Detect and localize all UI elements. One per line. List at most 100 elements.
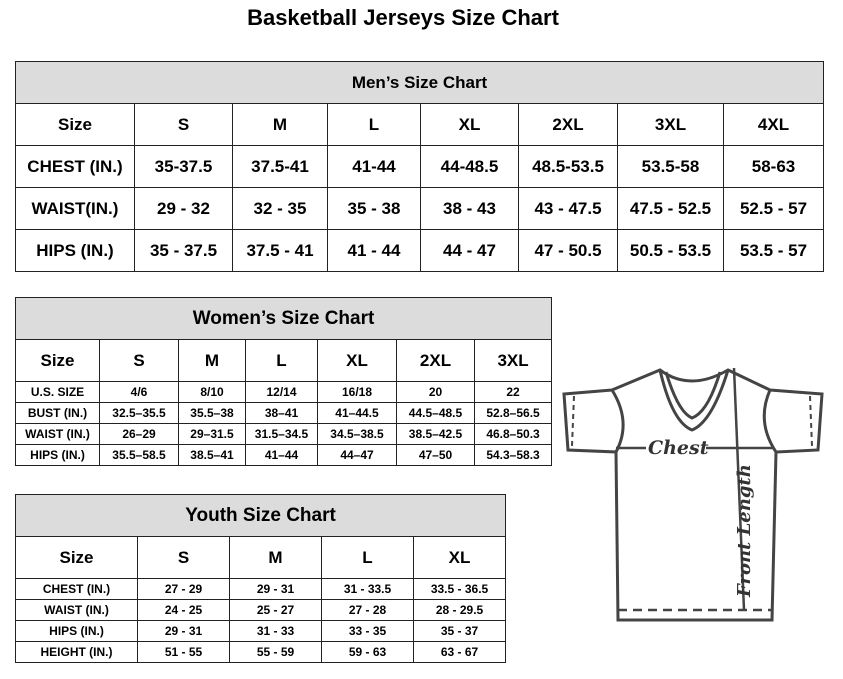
- size-header-cell: XL: [317, 339, 397, 382]
- table-cell: 52.8–56.5: [473, 402, 553, 424]
- table-cell: 33 - 35: [321, 620, 414, 642]
- table-cell: 44.5–48.5: [396, 402, 475, 424]
- table-cell: 31.5–34.5: [245, 423, 318, 445]
- table-cell: 58-63: [722, 145, 825, 188]
- table-cell: 41–44: [245, 444, 318, 466]
- row-label: BUST (IN.): [15, 402, 100, 424]
- row-label: CHEST (IN.): [15, 145, 135, 188]
- table-row: HIPS (IN.) 35 - 37.5 37.5 - 41 41 - 44 44 - …: [15, 229, 825, 272]
- table-cell: 43 - 47.5: [518, 187, 618, 230]
- jersey-diagram: Chest Front Length: [562, 367, 824, 622]
- youth-size-table: Youth Size Chart Size S M L XL CHEST (IN.) 27 …: [14, 494, 507, 663]
- size-header-cell: M: [178, 339, 246, 382]
- size-header-cell: L: [327, 103, 421, 146]
- table-cell: 32 - 35: [232, 187, 328, 230]
- shirt-outline-icon: [562, 367, 824, 622]
- table-cell: 8/10: [178, 381, 246, 403]
- size-header-cell: S: [137, 536, 230, 579]
- size-header-cell: L: [321, 536, 414, 579]
- chest-label: Chest: [648, 437, 709, 459]
- table-cell: 41-44: [327, 145, 421, 188]
- table-cell: 32.5–35.5: [99, 402, 179, 424]
- youth-table-title: Youth Size Chart: [14, 494, 507, 537]
- table-row: HEIGHT (IN.) 51 - 55 55 - 59 59 - 63 63 - 67: [15, 641, 507, 663]
- table-cell: 38 - 43: [420, 187, 519, 230]
- table-cell: 26–29: [99, 423, 179, 445]
- size-header-cell: 3XL: [617, 103, 724, 146]
- row-label: WAIST (IN.): [15, 423, 100, 445]
- size-header-cell: Size: [15, 536, 138, 579]
- table-cell: 47.5 - 52.5: [617, 187, 724, 230]
- mens-table-title: Men’s Size Chart: [14, 61, 825, 104]
- table-cell: 44-48.5: [420, 145, 519, 188]
- table-cell: 29–31.5: [178, 423, 246, 445]
- table-cell: 53.5-58: [617, 145, 724, 188]
- table-row: HIPS (IN.) 35.5–58.5 38.5–41 41–44 44–47 47–5…: [15, 444, 553, 466]
- size-header-cell: 2XL: [396, 339, 475, 382]
- table-cell: 35 - 37: [412, 620, 507, 642]
- size-header-row: Size S M L XL: [15, 536, 507, 579]
- row-label: HIPS (IN.): [15, 620, 138, 642]
- size-header-cell: M: [229, 536, 322, 579]
- row-label: WAIST (IN.): [15, 599, 138, 621]
- size-header-cell: L: [245, 339, 318, 382]
- table-cell: 22: [473, 381, 553, 403]
- table-cell: 35 - 38: [327, 187, 421, 230]
- table-cell: 24 - 25: [137, 599, 230, 621]
- size-header-cell: M: [232, 103, 328, 146]
- table-cell: 16/18: [317, 381, 397, 403]
- table-row: CHEST (IN.) 35-37.5 37.5-41 41-44 44-48.5 48.…: [15, 145, 825, 188]
- table-cell: 29 - 32: [134, 187, 233, 230]
- table-row: WAIST (IN.) 24 - 25 25 - 27 27 - 28 28 - 29.…: [15, 599, 507, 621]
- table-cell: 27 - 29: [137, 578, 230, 600]
- front-length-label: Front Length: [734, 464, 755, 598]
- table-cell: 44 - 47: [420, 229, 519, 272]
- table-row: U.S. SIZE 4/6 8/10 12/14 16/18 20 22: [15, 381, 553, 403]
- size-header-cell: Size: [15, 339, 100, 382]
- table-row: CHEST (IN.) 27 - 29 29 - 31 31 - 33.5 33.5 -…: [15, 578, 507, 600]
- row-label: HIPS (IN.): [15, 444, 100, 466]
- table-cell: 63 - 67: [412, 641, 507, 663]
- table-cell: 37.5 - 41: [232, 229, 328, 272]
- table-row: WAIST (IN.) 26–29 29–31.5 31.5–34.5 34.5–38.…: [15, 423, 553, 445]
- table-cell: 35-37.5: [134, 145, 233, 188]
- size-header-cell: XL: [420, 103, 519, 146]
- table-cell: 37.5-41: [232, 145, 328, 188]
- row-label: U.S. SIZE: [15, 381, 100, 403]
- table-cell: 31 - 33: [229, 620, 322, 642]
- table-row: HIPS (IN.) 29 - 31 31 - 33 33 - 35 35 - 37: [15, 620, 507, 642]
- page-title: Basketball Jerseys Size Chart: [247, 5, 559, 30]
- table-cell: 54.3–58.3: [473, 444, 553, 466]
- row-label: HEIGHT (IN.): [15, 641, 138, 663]
- size-header-cell: Size: [15, 103, 135, 146]
- table-cell: 35 - 37.5: [134, 229, 233, 272]
- table-row: WAIST(IN.) 29 - 32 32 - 35 35 - 38 38 - 43 43…: [15, 187, 825, 230]
- table-cell: 52.5 - 57: [722, 187, 825, 230]
- table-cell: 47–50: [396, 444, 475, 466]
- table-cell: 50.5 - 53.5: [617, 229, 724, 272]
- size-header-row: Size S M L XL 2XL 3XL 4XL: [15, 103, 825, 146]
- table-cell: 48.5-53.5: [518, 145, 618, 188]
- table-cell: 46.8–50.3: [473, 423, 553, 445]
- size-header-cell: XL: [412, 536, 507, 579]
- row-label: HIPS (IN.): [15, 229, 135, 272]
- table-cell: 27 - 28: [321, 599, 414, 621]
- table-cell: 38.5–41: [178, 444, 246, 466]
- mens-size-table: Men’s Size Chart Size S M L XL 2XL 3XL 4XL CHEST…: [14, 61, 825, 272]
- table-cell: 35.5–38: [178, 402, 246, 424]
- row-label: CHEST (IN.): [15, 578, 138, 600]
- table-cell: 31 - 33.5: [321, 578, 414, 600]
- womens-table-title: Women’s Size Chart: [14, 297, 553, 340]
- table-cell: 51 - 55: [137, 641, 230, 663]
- size-header-row: Size S M L XL 2XL 3XL: [15, 339, 553, 382]
- table-cell: 38–41: [245, 402, 318, 424]
- table-row: BUST (IN.) 32.5–35.5 35.5–38 38–41 41–44.5 44…: [15, 402, 553, 424]
- table-cell: 29 - 31: [137, 620, 230, 642]
- table-cell: 33.5 - 36.5: [412, 578, 507, 600]
- size-header-cell: 2XL: [518, 103, 618, 146]
- table-cell: 28 - 29.5: [412, 599, 507, 621]
- table-cell: 47 - 50.5: [518, 229, 618, 272]
- size-header-cell: S: [99, 339, 179, 382]
- table-cell: 41–44.5: [317, 402, 397, 424]
- table-cell: 41 - 44: [327, 229, 421, 272]
